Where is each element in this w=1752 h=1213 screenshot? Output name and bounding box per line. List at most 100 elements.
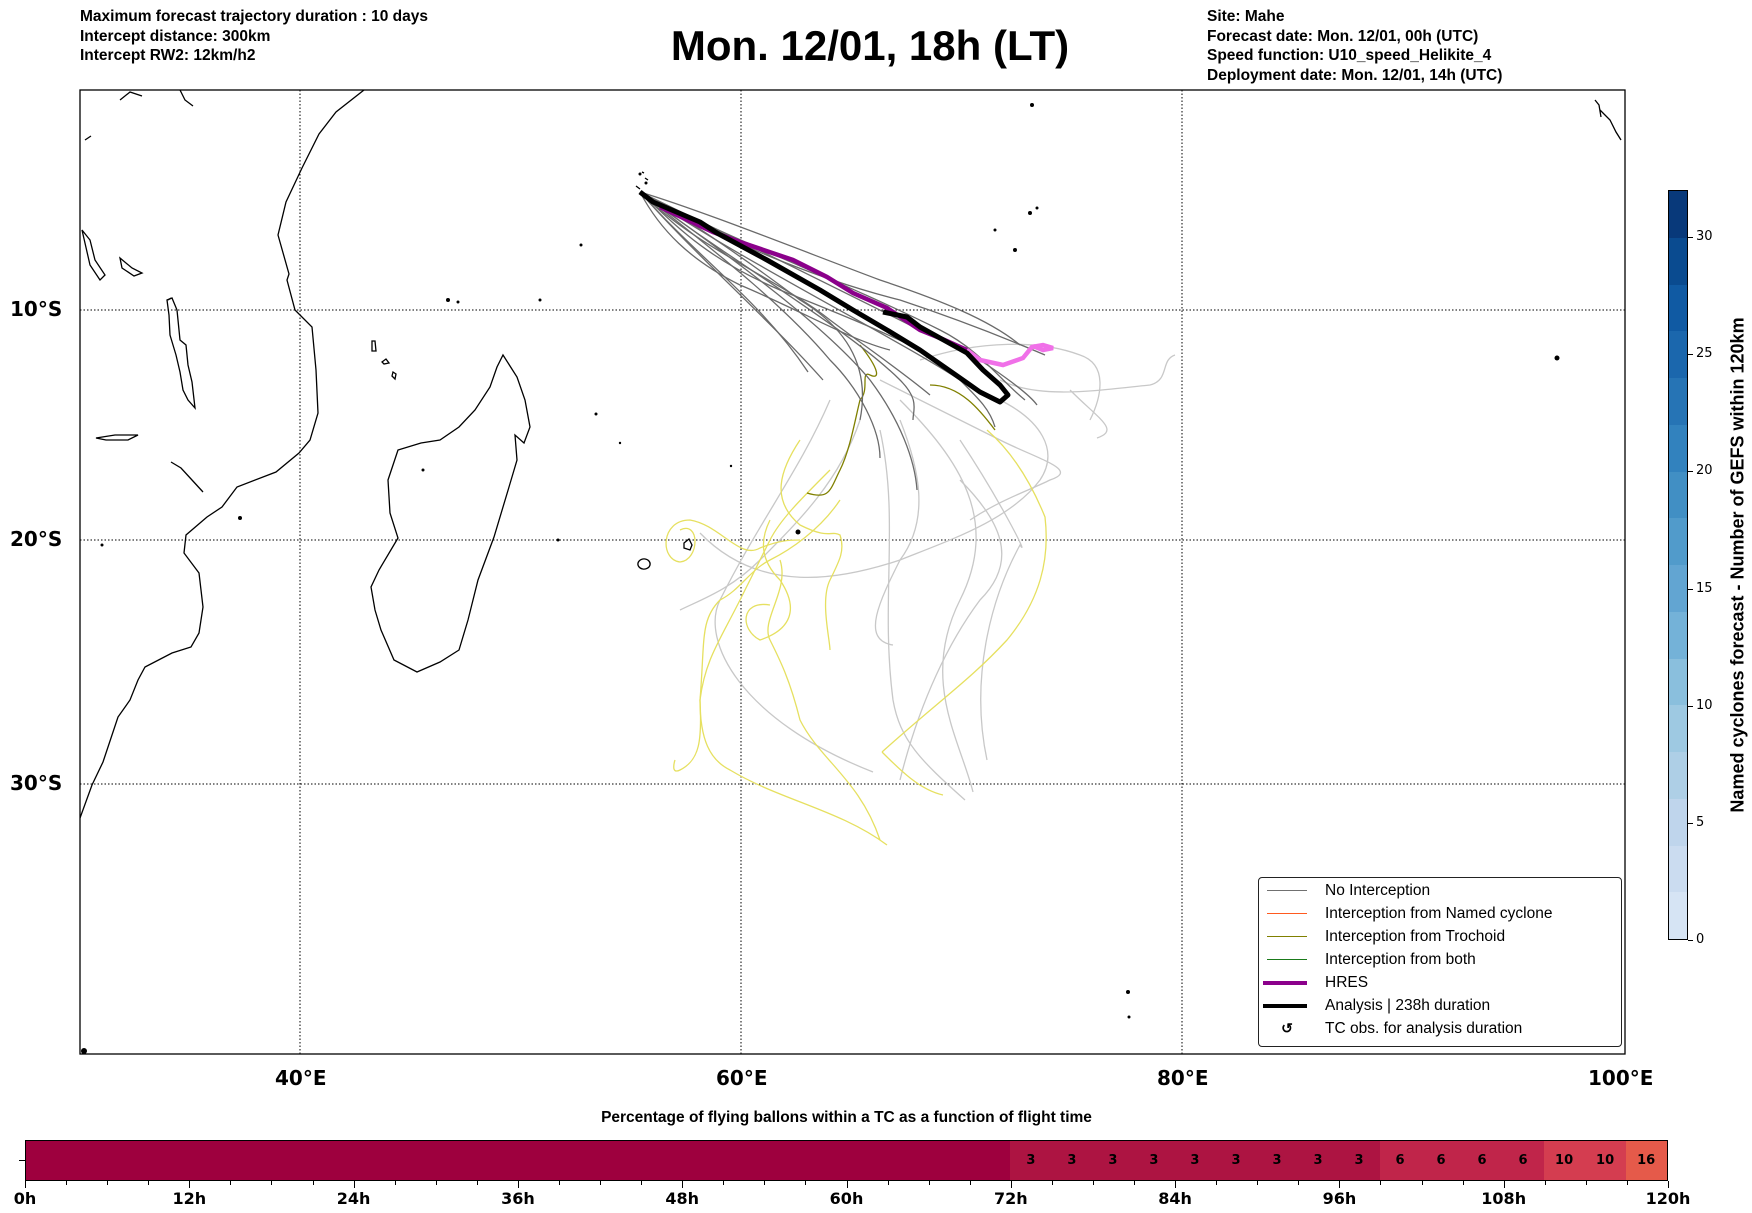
legend-label: Analysis | 238h duration	[1325, 996, 1491, 1014]
legend-label: TC obs. for analysis duration	[1325, 1019, 1523, 1037]
heatmap-cell: 3	[1133, 1141, 1175, 1180]
heatmap-cell	[559, 1141, 601, 1180]
africa-coast	[80, 90, 365, 819]
lon-label-60e: 60°E	[716, 1066, 768, 1090]
bar-x-tick	[25, 1181, 26, 1188]
heatmap-cell: 3	[1256, 1141, 1298, 1180]
bar-x-tick	[1051, 1181, 1053, 1185]
bar-x-tick	[230, 1181, 232, 1185]
bar-x-tick	[1175, 1181, 1177, 1188]
max-duration-text: Maximum forecast trajectory duration : 1…	[80, 8, 429, 25]
coastlines	[80, 90, 1622, 819]
bar-x-tick	[1503, 1181, 1505, 1188]
deployment-date-text: Deployment date: Mon. 12/01, 14h (UTC)	[1207, 66, 1503, 84]
colorbar-band	[1669, 518, 1687, 565]
orange-line-icon	[1267, 913, 1307, 914]
bar-x-tick	[517, 1181, 519, 1188]
heatmap-cell: 3	[1215, 1141, 1257, 1180]
heatmap-cell	[764, 1141, 806, 1180]
legend-label: No Interception	[1325, 881, 1431, 899]
bar-x-tick	[1380, 1181, 1382, 1185]
bar-x-tick	[1421, 1181, 1423, 1185]
bar-x-tick-label: 0h	[13, 1189, 37, 1208]
legend-item-hres: HRES	[1259, 971, 1368, 994]
bar-x-tick	[394, 1181, 396, 1185]
bar-x-tick	[1257, 1181, 1259, 1185]
heatmap-cell	[518, 1141, 560, 1180]
legend-item-trochoid: Interception from Trochoid	[1259, 925, 1505, 948]
trajectories-yellow	[665, 429, 1047, 846]
heatmap-cell: 6	[1420, 1141, 1462, 1180]
legend-item-both: Interception from both	[1259, 948, 1476, 971]
colorbar-band	[1669, 284, 1687, 332]
hres-track-tc	[965, 342, 1054, 368]
legend-label: Interception from both	[1325, 950, 1476, 968]
legend-label: HRES	[1325, 973, 1369, 991]
colorbar-tick: 25	[1688, 346, 1713, 362]
legend-item-tc-obs: ↺ TC obs. for analysis duration	[1259, 1017, 1522, 1040]
page-title: Mon. 12/01, 18h (LT)	[670, 22, 1070, 69]
seychelles	[635, 171, 649, 190]
bar-x-tick-label: 36h	[501, 1189, 535, 1208]
bar-y-tick	[19, 1160, 25, 1161]
lat-label-10s: 10°S	[10, 297, 63, 321]
mauritius	[683, 537, 693, 551]
colorbar	[1668, 190, 1688, 940]
heatmap-cell: 3	[1051, 1141, 1093, 1180]
lat-label-30s: 30°S	[10, 771, 63, 795]
heatmap-cell: 3	[1174, 1141, 1216, 1180]
heatmap-cell	[108, 1141, 150, 1180]
trajectories-light	[679, 343, 1176, 801]
bar-x-tick-label: 96h	[1322, 1189, 1357, 1208]
colorbar-tick: 0	[1688, 932, 1704, 948]
colorbar-band	[1669, 705, 1687, 752]
trajectories-trochoid	[806, 344, 996, 496]
lat-label-20s: 20°S	[10, 527, 63, 551]
bar-x-tick	[928, 1181, 930, 1185]
bar-x-tick	[1010, 1181, 1012, 1188]
colorbar-tick: 5	[1688, 815, 1704, 831]
bar-x-tick	[1339, 1181, 1341, 1188]
heatmap-cell	[805, 1141, 847, 1180]
header-left-info: Maximum forecast trajectory duration : 1…	[80, 7, 428, 66]
bar-x-tick	[1668, 1181, 1669, 1188]
legend-item-no-interception: No Interception	[1259, 879, 1430, 902]
bar-x-tick-label: 48h	[665, 1189, 700, 1208]
bar-x-tick-label: 60h	[829, 1189, 864, 1208]
legend-item-analysis: Analysis | 238h duration	[1259, 994, 1490, 1017]
heatmap-cell: 6	[1379, 1141, 1421, 1180]
bar-x-tick	[682, 1181, 684, 1188]
intercept-distance-text: Intercept distance: 300km	[80, 27, 271, 45]
bar-x-tick	[148, 1181, 150, 1185]
trajectories-no-interception	[639, 191, 1046, 491]
bar-x-tick	[558, 1181, 560, 1185]
heatmap-cell: 16	[1625, 1141, 1667, 1180]
heatmap-cell	[26, 1141, 68, 1180]
lon-label-80e: 80°E	[1157, 1066, 1209, 1090]
heatmap-cell	[67, 1141, 109, 1180]
bar-x-tick	[969, 1181, 971, 1185]
legend-label: Interception from Trochoid	[1325, 927, 1506, 945]
colorbar-tick: 10	[1688, 698, 1713, 714]
heatmap-cell	[723, 1141, 765, 1180]
site-text: Site: Mahe	[1207, 8, 1285, 25]
legend-item-named-cyclone: Interception from Named cyclone	[1259, 902, 1552, 925]
map-legend: No Interception Interception from Named …	[1258, 877, 1622, 1047]
heatmap-cell: 6	[1461, 1141, 1503, 1180]
flight-time-heatmap-bar: 3 3 3 3 3 3 3 3 3 6 6 6 6 10 10 16	[25, 1140, 1668, 1181]
heatmap-cell	[928, 1141, 970, 1180]
heatmap-cell	[682, 1141, 724, 1180]
bar-x-tick	[723, 1181, 725, 1185]
colorbar-label: Named cyclones forecast - Number of GEFS…	[1727, 317, 1748, 813]
gray-line-icon	[1267, 890, 1307, 891]
heatmap-cell: 10	[1543, 1141, 1585, 1180]
heatmap-cell: 3	[1010, 1141, 1052, 1180]
bar-x-tick	[887, 1181, 889, 1185]
bar-x-tick	[1092, 1181, 1094, 1185]
colorbar-band	[1669, 378, 1687, 425]
purple-thick-line-icon	[1263, 980, 1307, 985]
colorbar-tick: 30	[1688, 229, 1713, 245]
analysis-track	[638, 190, 1011, 405]
colorbar-band	[1669, 191, 1687, 238]
